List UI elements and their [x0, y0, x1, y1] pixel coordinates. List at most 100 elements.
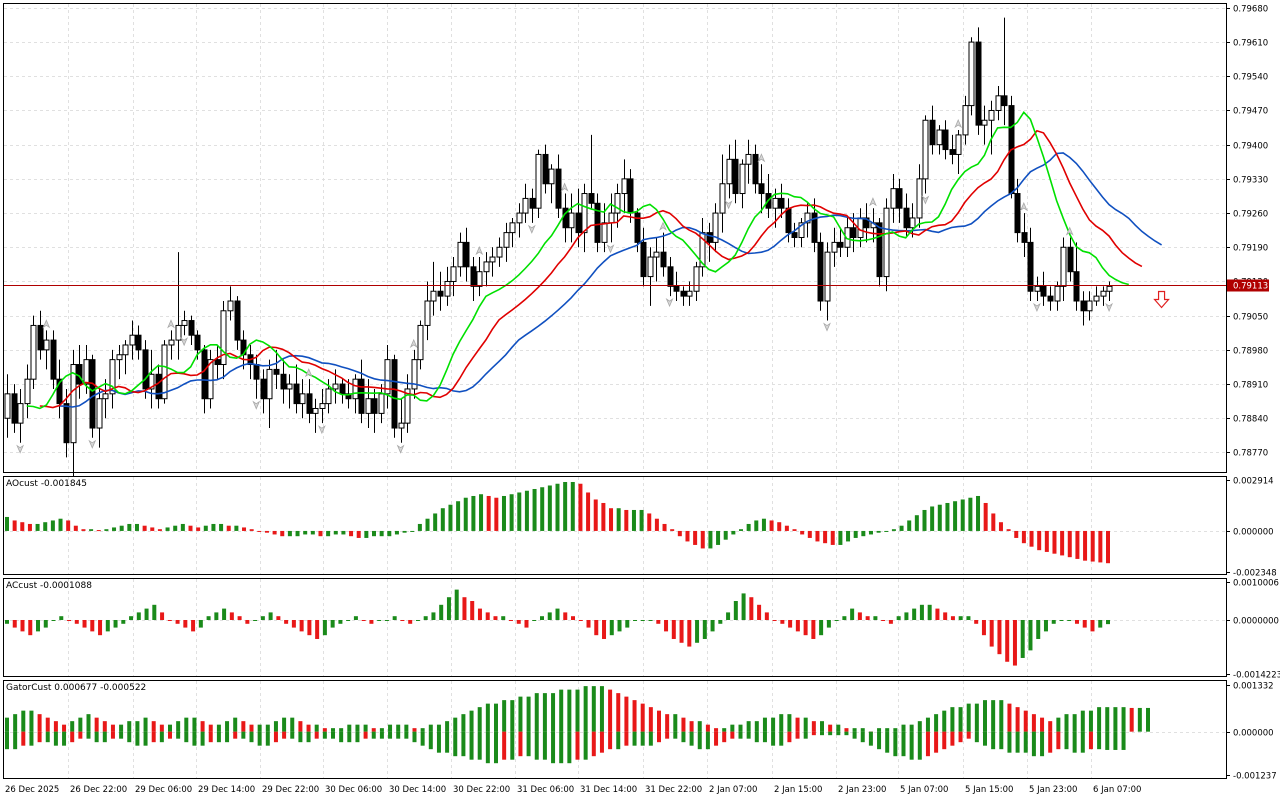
bear-candle[interactable]: [135, 334, 142, 351]
bull-candle[interactable]: [522, 197, 529, 214]
bull-candle[interactable]: [535, 153, 542, 209]
bull-candle[interactable]: [286, 383, 293, 390]
bull-candle[interactable]: [266, 368, 273, 400]
bull-candle[interactable]: [457, 241, 464, 268]
bull-candle[interactable]: [909, 217, 916, 229]
bear-candle[interactable]: [1047, 295, 1054, 302]
bear-candle[interactable]: [1080, 300, 1087, 312]
bull-candle[interactable]: [70, 364, 77, 444]
bull-candle[interactable]: [1060, 246, 1067, 287]
bull-candle[interactable]: [1054, 285, 1061, 302]
bull-candle[interactable]: [922, 119, 929, 180]
bear-candle[interactable]: [260, 378, 267, 400]
bull-candle[interactable]: [614, 193, 621, 214]
bull-candle[interactable]: [384, 359, 391, 395]
bull-candle[interactable]: [175, 324, 182, 341]
bull-candle[interactable]: [516, 212, 523, 224]
bear-candle[interactable]: [529, 197, 536, 209]
bear-candle[interactable]: [194, 334, 201, 351]
bull-candle[interactable]: [129, 334, 136, 346]
bull-candle[interactable]: [503, 232, 510, 248]
bull-candle[interactable]: [1086, 300, 1093, 312]
bear-candle[interactable]: [785, 207, 792, 234]
bull-candle[interactable]: [365, 398, 372, 414]
bull-candle[interactable]: [96, 398, 103, 429]
bull-candle[interactable]: [83, 359, 90, 385]
bull-candle[interactable]: [299, 393, 306, 405]
bear-candle[interactable]: [575, 212, 582, 234]
bear-candle[interactable]: [293, 383, 300, 405]
bull-candle[interactable]: [168, 339, 175, 346]
bear-candle[interactable]: [975, 41, 982, 126]
bull-candle[interactable]: [4, 393, 11, 419]
bull-candle[interactable]: [962, 105, 969, 136]
bull-candle[interactable]: [424, 300, 431, 326]
bear-candle[interactable]: [732, 158, 739, 195]
bull-candle[interactable]: [509, 222, 516, 234]
bull-candle[interactable]: [227, 300, 234, 312]
bear-candle[interactable]: [339, 383, 346, 395]
bear-candle[interactable]: [817, 241, 824, 302]
bull-candle[interactable]: [220, 310, 227, 366]
bull-candle[interactable]: [883, 207, 890, 278]
bull-candle[interactable]: [109, 359, 116, 395]
bull-candle[interactable]: [647, 256, 654, 278]
bear-candle[interactable]: [778, 197, 785, 209]
bear-candle[interactable]: [142, 349, 149, 390]
bear-candle[interactable]: [273, 368, 280, 375]
bear-candle[interactable]: [876, 222, 883, 278]
bull-candle[interactable]: [352, 378, 359, 400]
bull-candle[interactable]: [444, 280, 451, 297]
bull-candle[interactable]: [450, 266, 457, 282]
bull-candle[interactable]: [430, 290, 437, 302]
bear-candle[interactable]: [1073, 271, 1080, 302]
bull-candle[interactable]: [17, 403, 24, 424]
bull-candle[interactable]: [319, 403, 326, 409]
bull-candle[interactable]: [739, 163, 746, 195]
bear-candle[interactable]: [863, 217, 870, 229]
bull-candle[interactable]: [745, 153, 752, 165]
bear-candle[interactable]: [929, 119, 936, 146]
bull-candle[interactable]: [1034, 285, 1041, 292]
bear-candle[interactable]: [470, 266, 477, 287]
bear-candle[interactable]: [1014, 193, 1021, 234]
ac-panel[interactable]: [5, 589, 1110, 666]
bear-candle[interactable]: [758, 183, 765, 195]
bear-candle[interactable]: [11, 393, 18, 424]
bear-candle[interactable]: [76, 364, 83, 385]
bear-candle[interactable]: [1001, 95, 1008, 107]
bull-candle[interactable]: [916, 178, 923, 219]
bull-candle[interactable]: [1106, 285, 1113, 292]
bear-candle[interactable]: [253, 364, 260, 380]
bear-candle[interactable]: [942, 129, 949, 151]
bull-candle[interactable]: [995, 95, 1002, 111]
bull-candle[interactable]: [102, 393, 109, 400]
bull-candle[interactable]: [621, 178, 628, 195]
bear-candle[interactable]: [89, 359, 96, 429]
bull-candle[interactable]: [207, 359, 214, 400]
bull-candle[interactable]: [1100, 290, 1107, 297]
bear-candle[interactable]: [555, 168, 562, 209]
bear-candle[interactable]: [201, 349, 208, 400]
bear-candle[interactable]: [640, 241, 647, 278]
bear-candle[interactable]: [1067, 246, 1074, 273]
bear-candle[interactable]: [673, 285, 680, 292]
bull-candle[interactable]: [824, 251, 831, 302]
bull-candle[interactable]: [161, 344, 168, 400]
bear-candle[interactable]: [63, 403, 70, 444]
bear-candle[interactable]: [463, 241, 470, 268]
bull-candle[interactable]: [122, 344, 129, 356]
bear-candle[interactable]: [837, 241, 844, 248]
bull-candle[interactable]: [699, 232, 706, 268]
bear-candle[interactable]: [752, 153, 759, 185]
bear-candle[interactable]: [155, 373, 162, 400]
ao-panel[interactable]: [5, 481, 1110, 564]
gator-panel[interactable]: [5, 686, 1150, 764]
bull-candle[interactable]: [981, 119, 988, 126]
bear-candle[interactable]: [594, 202, 601, 243]
bull-candle[interactable]: [398, 422, 405, 429]
bear-candle[interactable]: [791, 232, 798, 238]
bull-candle[interactable]: [325, 388, 332, 405]
bull-candle[interactable]: [831, 241, 838, 253]
